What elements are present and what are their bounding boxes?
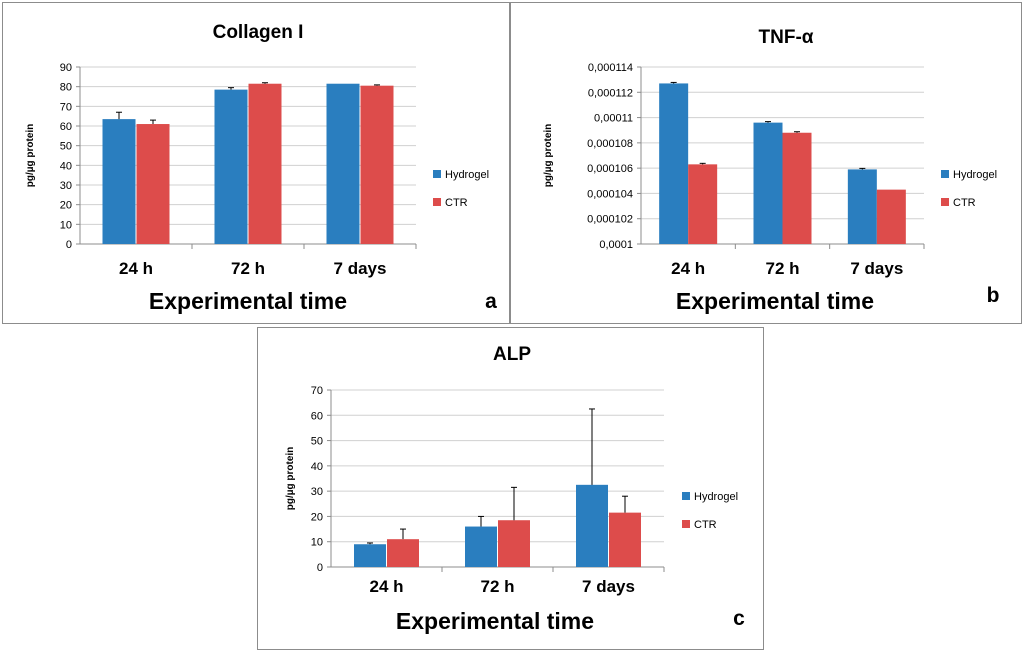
chart-a-ytick-label: 90 [60,62,72,74]
chart-a-ytick-label: 80 [60,82,72,94]
chart-a-ytick-label: 50 [60,141,72,153]
chart-c-legend-swatch-ctr [682,520,690,528]
chart-c-xtick-label: 72 h [480,577,514,596]
chart-b-svg: TNF-α 0,0001 0,000102 0,000104 0,000106 0,000… [543,27,1000,314]
chart-c-xtick-label: 7 days [582,577,635,596]
chart-b-ytick-label: 0,000106 [587,163,633,175]
chart-c-ytick-label: 70 [311,385,323,397]
chart-panel-a: Collagen I 0 10 20 30 40 50 60 70 80 90 pg/µg prote… [2,2,510,324]
chart-b-bar-ctr [876,189,906,244]
chart-a-ytick-label: 30 [60,180,72,192]
chart-c-bar-ctr [498,520,530,567]
chart-b-xtick-label: 72 h [765,259,799,278]
chart-b-legend-label-ctr: CTR [953,197,976,209]
chart-b-ytick-label: 0,0001 [599,239,633,251]
chart-b-ytick-label: 0,00011 [594,113,633,125]
chart-b-legend-label-hydrogel: Hydrogel [953,169,997,181]
chart-a-panel-letter: a [485,290,497,313]
chart-c-bar-hydrogel [465,526,497,567]
chart-a-bar-ctr [136,124,170,244]
chart-b-xtick-label: 24 h [671,259,705,278]
chart-a-bar-ctr [248,83,282,244]
chart-c-ytick-label: 20 [311,511,323,523]
chart-a-ytick-label: 10 [60,219,72,231]
chart-c-ylabel: pg/µg protein [285,447,296,511]
chart-c-xlabel: Experimental time [396,608,594,634]
chart-a-ytick-label: 60 [60,121,72,133]
chart-b-bar-hydrogel [659,83,689,244]
chart-b-title: TNF-α [759,27,814,48]
chart-b-bar-ctr [782,132,812,244]
chart-a-ytick-label: 40 [60,160,72,172]
chart-b-ytick-label: 0,000102 [587,214,633,226]
chart-c-ytick-label: 30 [311,486,323,498]
chart-a-legend-label-ctr: CTR [445,197,468,209]
chart-a-ytick-label: 70 [60,101,72,113]
chart-a-svg: Collagen I 0 10 20 30 40 50 60 70 80 90 pg/µg prote… [25,22,497,314]
chart-c-title: ALP [493,344,531,365]
chart-a-legend-swatch-hydrogel [433,170,441,178]
chart-b-bar-hydrogel [847,169,877,244]
chart-b-ytick-label: 0,000112 [588,87,633,99]
chart-a-legend-label-hydrogel: Hydrogel [445,169,489,181]
chart-a-bar-hydrogel [214,89,248,244]
chart-c-bar-hydrogel [576,484,608,567]
chart-b-bar-hydrogel [753,122,783,244]
chart-b-legend-swatch-ctr [941,198,949,206]
chart-a-bar-hydrogel [326,83,360,244]
chart-b-ylabel: pg/µg protein [543,124,554,188]
chart-a-bar-ctr [360,85,394,244]
chart-b-panel-letter: b [987,284,1000,307]
chart-a-xlabel: Experimental time [149,288,347,314]
chart-b-bar-ctr [688,164,718,244]
chart-c-bar-hydrogel [354,544,386,567]
chart-b-xtick-label: 7 days [850,259,903,278]
chart-a-legend-swatch-ctr [433,198,441,206]
chart-a-ytick-label: 20 [60,200,72,212]
chart-c-ytick-label: 10 [311,537,323,549]
chart-c-legend-label-ctr: CTR [694,519,717,531]
chart-c-bar-ctr [609,512,641,567]
chart-b-legend-swatch-hydrogel [941,170,949,178]
chart-c-bar-ctr [387,539,419,567]
chart-c-svg: ALP 0 10 20 30 40 50 60 70 pg/µg protein 24 h 72 h 7… [285,344,745,634]
chart-a-xtick-label: 24 h [119,259,153,278]
chart-a-xtick-label: 72 h [231,259,265,278]
chart-panel-c: ALP 0 10 20 30 40 50 60 70 pg/µg protein 24 h 72 h 7… [257,327,764,650]
chart-c-panel-letter: c [733,607,745,630]
chart-b-ytick-label: 0,000114 [588,62,633,74]
chart-b-ytick-label: 0,000104 [587,188,633,200]
chart-a-xtick-label: 7 days [334,259,387,278]
chart-c-ytick-label: 60 [311,410,323,422]
chart-a-ylabel: pg/µg protein [25,124,36,188]
chart-c-ytick-label: 50 [311,436,323,448]
chart-b-xlabel: Experimental time [676,288,874,314]
chart-c-ytick-label: 40 [311,461,323,473]
chart-c-legend-label-hydrogel: Hydrogel [694,491,738,503]
chart-a-bar-hydrogel [102,119,136,244]
chart-c-legend-swatch-hydrogel [682,492,690,500]
chart-a-ytick-label: 0 [66,239,72,251]
chart-c-xtick-label: 24 h [369,577,403,596]
chart-c-ytick-label: 0 [317,562,323,574]
chart-a-title: Collagen I [213,22,304,43]
chart-panel-b: TNF-α 0,0001 0,000102 0,000104 0,000106 0,000… [510,2,1022,324]
chart-b-ytick-label: 0,000108 [587,138,633,150]
